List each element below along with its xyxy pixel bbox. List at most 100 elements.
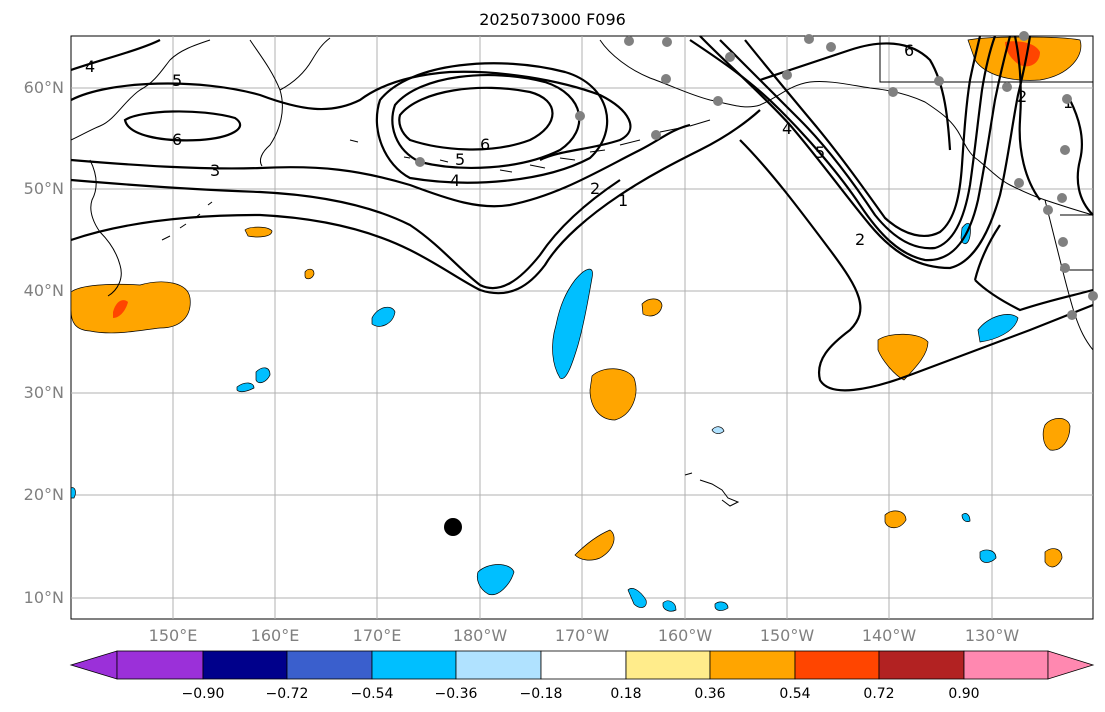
- coast-hawaii: [684, 472, 740, 507]
- position-marker: [444, 518, 462, 536]
- lon-label: 170°E: [352, 626, 402, 645]
- patch-blue-long: [552, 268, 593, 379]
- patch-orange-center: [589, 368, 637, 421]
- station-dot: [725, 52, 735, 62]
- lon-label: 150°E: [148, 626, 198, 645]
- contour-label: 6: [480, 135, 490, 154]
- patch-orange-small-3: [641, 298, 663, 317]
- patch-orange-south-3: [1044, 548, 1063, 568]
- station-dot: [1002, 82, 1012, 92]
- patch-blue-south-4: [662, 600, 677, 612]
- map-title: 2025073000 F096: [479, 10, 626, 29]
- contour-label: 2: [590, 179, 600, 198]
- contour-label: 5: [455, 150, 465, 169]
- patch-red-alaska: [1005, 41, 1040, 67]
- station-dot: [624, 36, 634, 46]
- patch-orange-east-2: [1042, 418, 1071, 451]
- colorbar-tick-label: −0.90: [181, 686, 225, 702]
- contour-label: 2: [855, 230, 865, 249]
- contour-east-1: [689, 35, 1012, 262]
- station-dot: [415, 157, 425, 167]
- patch-blue-south-5: [714, 601, 729, 611]
- station-dot: [1060, 145, 1070, 155]
- colorbar-bin: [116, 650, 204, 680]
- station-dot: [1043, 205, 1053, 215]
- colorbar-bin: [286, 650, 373, 680]
- lon-label: 150°W: [759, 626, 815, 645]
- station-dot: [782, 70, 792, 80]
- station-dot: [1062, 94, 1072, 104]
- colorbar-bin: [878, 650, 965, 680]
- colorbar-bin: [202, 650, 288, 680]
- contour-label: 6: [172, 130, 182, 149]
- colorbar-tick-label: 0.90: [948, 686, 980, 702]
- contour-2-west: [70, 178, 621, 290]
- lat-label: 20°N: [23, 485, 64, 504]
- colorbar-min-extend: [69, 650, 118, 680]
- colorbar-tick-label: 0.18: [610, 686, 642, 702]
- anomaly-patches: [70, 36, 1082, 612]
- contour-6-west: [123, 110, 242, 142]
- colorbar-tick-label: −0.72: [265, 686, 309, 702]
- contour-1-west: [70, 109, 761, 295]
- coast-canada: [977, 159, 1094, 351]
- colorbar-tick-label: 0.36: [694, 686, 726, 702]
- station-dot: [662, 37, 672, 47]
- lon-label: 170°W: [554, 626, 610, 645]
- colorbar-tick-label: −0.54: [350, 686, 394, 702]
- station-dot: [713, 96, 723, 106]
- station-dot: [934, 76, 944, 86]
- lat-label: 60°N: [23, 78, 64, 97]
- patch-blue-south-1: [476, 564, 515, 596]
- contour-label: 1: [618, 191, 628, 210]
- station-dots: [415, 31, 1098, 320]
- patch-blue-small-5: [70, 487, 76, 499]
- colorbar-bin: [540, 650, 627, 680]
- colorbar-max-extend: [1047, 650, 1095, 680]
- contour-3-west: [70, 123, 691, 208]
- contour-4-west: [70, 39, 161, 72]
- contour-east-right: [1069, 99, 1094, 216]
- lat-label: 30°N: [23, 383, 64, 402]
- station-dot: [575, 111, 585, 121]
- station-dot: [826, 42, 836, 52]
- colorbar-bin: [625, 650, 711, 680]
- lon-label: 180°W: [452, 626, 508, 645]
- colorbar-bin: [794, 650, 880, 680]
- patch-orange-south-2: [884, 510, 907, 529]
- colorbar-bin: [709, 650, 796, 680]
- contour-5-center: [391, 73, 581, 169]
- lon-label: 130°W: [964, 626, 1020, 645]
- colorbar-tick-label: −0.18: [519, 686, 563, 702]
- station-dot: [651, 130, 661, 140]
- patch-orange-small-2: [304, 268, 315, 280]
- colorbar-bin: [963, 650, 1049, 680]
- contour-6-center: [398, 86, 554, 151]
- station-dot: [1057, 193, 1067, 203]
- patch-red-west: [113, 300, 128, 318]
- patch-blue-east-1: [977, 314, 1019, 343]
- contour-label: 4: [782, 119, 792, 138]
- patch-blue-3: [255, 367, 271, 384]
- contour-label: 3: [210, 161, 220, 180]
- contours: [70, 35, 1094, 392]
- patch-orange-west: [70, 281, 191, 334]
- contour-east-ne: [1013, 35, 1041, 201]
- lat-label: 10°N: [23, 588, 64, 607]
- station-dot: [1014, 178, 1024, 188]
- coast-kamchatka: [249, 37, 331, 167]
- station-dot: [888, 87, 898, 97]
- patch-blue-south-2: [979, 549, 997, 563]
- coast-alaska: [599, 39, 979, 161]
- patch-orange-small-1: [244, 226, 273, 238]
- contour-label: 6: [904, 41, 914, 60]
- patch-blue-small-4: [711, 426, 725, 434]
- patch-orange-east-1: [877, 333, 929, 381]
- contour-label: 5: [815, 143, 825, 162]
- station-dot: [1019, 31, 1029, 41]
- patch-blue-2: [236, 382, 255, 393]
- colorbar-tick-label: 0.54: [779, 686, 811, 702]
- contour-east-inner: [973, 224, 1094, 312]
- contour-label: 4: [450, 171, 460, 190]
